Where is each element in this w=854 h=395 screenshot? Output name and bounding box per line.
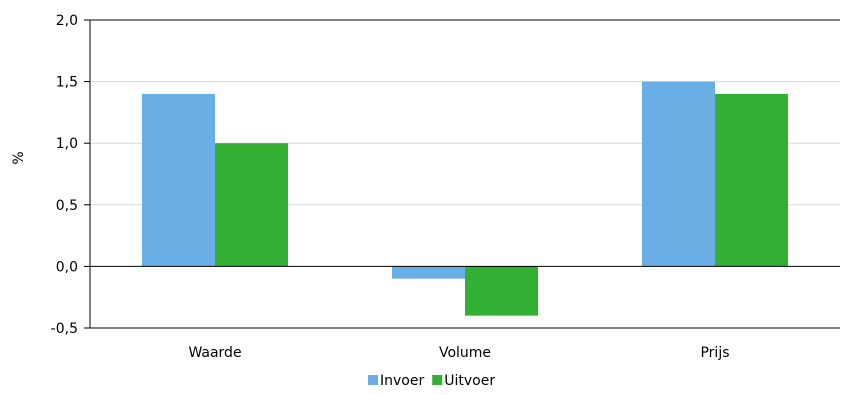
- legend-label-uitvoer: Uitvoer: [444, 373, 495, 389]
- legend-swatch-invoer: [368, 375, 378, 385]
- legend-swatch-uitvoer: [432, 375, 443, 385]
- y-tick-label: 1,5: [56, 75, 78, 91]
- x-category-label: Prijs: [700, 345, 729, 361]
- x-category-labels: Waarde Volume Prijs: [188, 345, 729, 361]
- legend: Invoer Uitvoer: [368, 373, 495, 389]
- y-tick-label: 0,5: [56, 198, 78, 214]
- axes: [84, 19, 840, 329]
- bar-uitvoer-waarde: [215, 143, 288, 267]
- x-category-label: Waarde: [188, 345, 241, 361]
- y-tick-label: 0,0: [56, 259, 78, 275]
- y-tick-label: -0,5: [51, 321, 78, 337]
- bars: [142, 81, 788, 316]
- y-tick-label: 1,0: [56, 136, 78, 152]
- x-category-label: Volume: [439, 345, 491, 361]
- y-tick-labels: -0,5 0,0 0,5 1,0 1,5 2,0: [51, 13, 78, 337]
- bar-invoer-prijs: [642, 81, 715, 267]
- bar-invoer-volume: [392, 266, 465, 279]
- legend-label-invoer: Invoer: [380, 373, 424, 389]
- bar-uitvoer-prijs: [715, 93, 788, 267]
- bar-uitvoer-volume: [465, 266, 538, 316]
- y-tick-label: 2,0: [56, 13, 78, 29]
- y-axis-label: %: [11, 151, 27, 164]
- bar-invoer-waarde: [142, 93, 215, 267]
